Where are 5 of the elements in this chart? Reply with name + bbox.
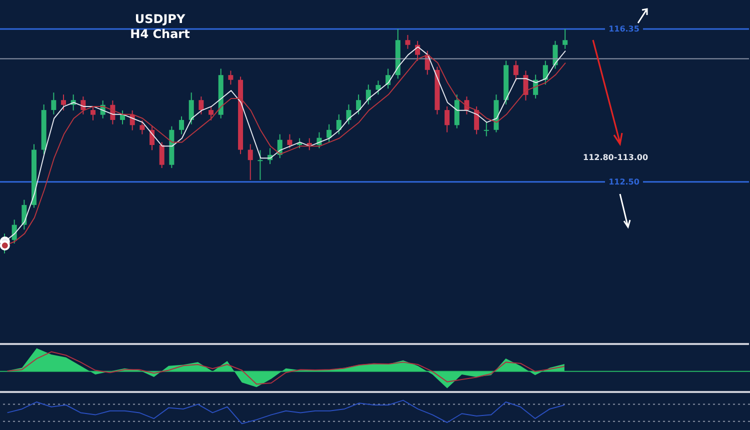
text: USDJPY [134, 12, 186, 27]
text: H4 Chart [129, 27, 191, 42]
y-tick-label: 112.50 [608, 177, 640, 186]
text: 112.80-113.00 [583, 153, 648, 162]
y-tick-label: 116.35 [608, 24, 640, 34]
